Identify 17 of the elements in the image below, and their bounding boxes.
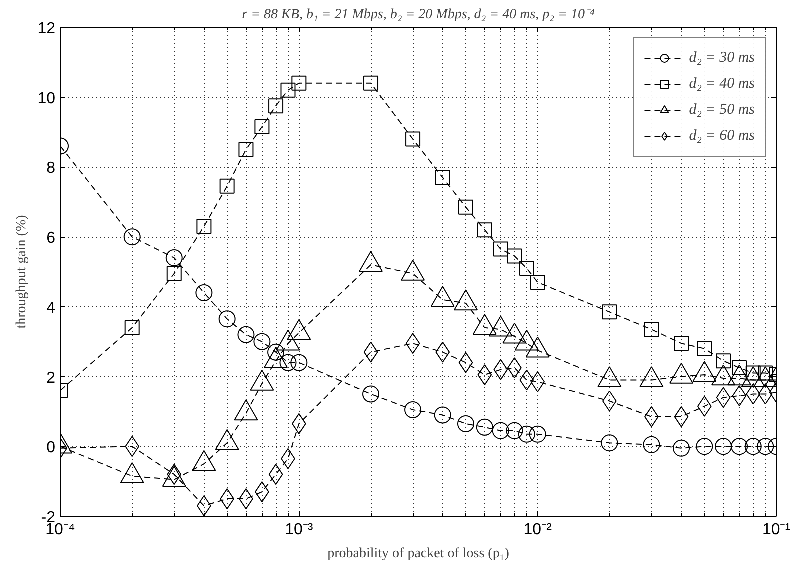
y-tick-label: 10 [38,90,56,108]
y-tick-label: 8 [46,160,56,178]
y-axis-title: throughput gain (%) [14,214,30,329]
x-axis-title: probability of packet of loss (p₁) [328,546,510,562]
x-tick-label: 10⁻² [524,522,553,538]
legend-label: d₂ = 40 ms [689,76,755,92]
legend-label: d₂ = 50 ms [689,102,755,118]
y-tick-label: 4 [46,300,56,317]
x-tick-label: 10⁻³ [285,522,314,538]
y-tick-label: 6 [46,230,56,248]
y-tick-label: 12 [38,20,56,38]
y-tick-label: 2 [46,370,56,387]
chart-title: r = 88 KB, b₁ = 21 Mbps, b₂ = 20 Mbps, d₂ = 40 ms, p₂ = 10⁻⁴ [242,8,595,22]
x-tick-label: 10⁻¹ [762,522,791,538]
legend-label: d₂ = 30 ms [689,50,755,66]
legend-label: d₂ = 60 ms [689,128,755,144]
y-tick-label: 0 [46,440,56,457]
